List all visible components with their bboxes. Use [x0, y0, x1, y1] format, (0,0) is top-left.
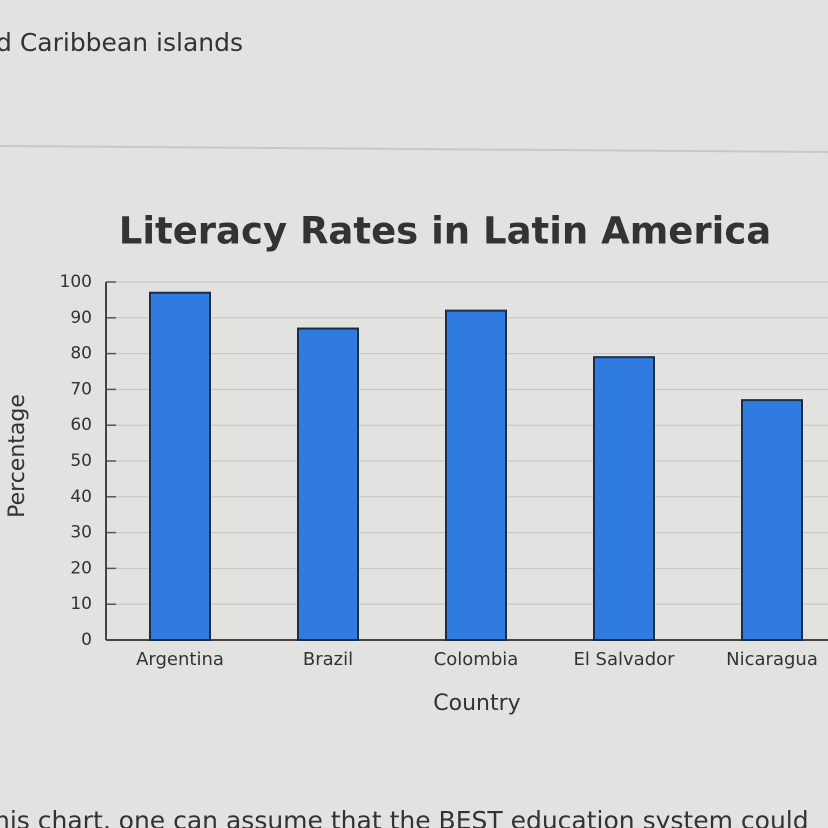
y-tick-label: 10	[70, 594, 92, 614]
x-tick-label: El Salvador	[573, 649, 675, 670]
x-tick-label: Brazil	[303, 649, 353, 670]
x-tick-label: Argentina	[136, 649, 224, 670]
page-header: d Caribbean islands	[0, 28, 243, 57]
x-tick-label: Colombia	[434, 649, 519, 670]
x-axis-title: Country	[433, 691, 520, 716]
y-tick-label: 0	[81, 630, 92, 650]
bar	[445, 309, 507, 641]
x-tick-label: Nicaragua	[726, 649, 818, 670]
y-axis-title: Percentage	[5, 394, 30, 518]
page-footer: his chart, one can assume that the BEST …	[0, 806, 809, 828]
y-tick-label: 90	[70, 308, 92, 328]
y-tick-label: 20	[70, 558, 92, 578]
y-tick-label: 50	[70, 451, 92, 471]
y-tick-label: 60	[70, 415, 92, 435]
bar	[593, 356, 655, 641]
separator	[0, 145, 828, 153]
y-tick-label: 70	[70, 379, 92, 399]
bar	[297, 327, 359, 641]
chart-title: Literacy Rates in Latin America	[119, 210, 772, 253]
bar	[741, 399, 803, 642]
bar	[149, 291, 211, 641]
y-tick-label: 80	[70, 344, 92, 364]
y-tick-label: 30	[70, 523, 92, 543]
y-tick-label: 100	[60, 272, 92, 292]
y-tick-label: 40	[70, 487, 92, 507]
